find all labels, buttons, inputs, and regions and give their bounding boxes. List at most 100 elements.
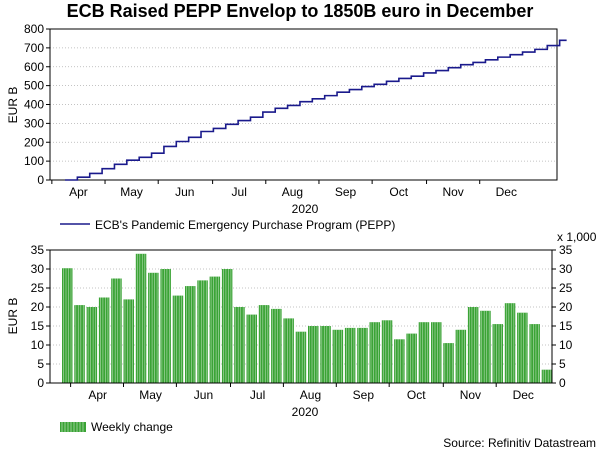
chart-title: ECB Raised PEPP Envelop to 1850B euro in… bbox=[67, 1, 534, 21]
top-ytick-label: 500 bbox=[24, 79, 44, 93]
top-xtick-label: Dec bbox=[496, 185, 517, 199]
weekly-change-bar-fill bbox=[431, 322, 442, 383]
weekly-change-bar-fill bbox=[62, 268, 73, 383]
bottom-legend-bar-swatch bbox=[60, 422, 86, 432]
weekly-change-bar bbox=[172, 295, 184, 383]
weekly-change-bar-fill bbox=[258, 305, 270, 383]
bottom-ytick-label-left: 10 bbox=[31, 338, 45, 352]
bottom-xtick-label: Nov bbox=[460, 388, 481, 402]
top-line-chart: 0 100 200 300 400 500 600 700 800 Apr May Jun Jul Aug… bbox=[24, 22, 567, 199]
weekly-change-bar bbox=[148, 272, 159, 383]
bottom-right-axis-label: x 1,000 bbox=[557, 230, 597, 244]
top-xtick-label: Apr bbox=[69, 185, 88, 199]
bottom-ytick-label-right: 20 bbox=[559, 300, 573, 314]
weekly-change-bar bbox=[431, 322, 442, 383]
weekly-change-bar-fill bbox=[160, 269, 171, 383]
weekly-change-bar-fill bbox=[418, 322, 430, 383]
weekly-change-bar bbox=[504, 303, 516, 383]
bottom-ytick-label-left: 35 bbox=[31, 243, 45, 257]
weekly-change-bar bbox=[197, 280, 208, 383]
bottom-ytick-label-left: 25 bbox=[31, 281, 45, 295]
weekly-change-bar bbox=[443, 343, 454, 383]
weekly-change-bar-fill bbox=[111, 278, 122, 383]
weekly-change-bar-fill bbox=[308, 326, 319, 383]
weekly-change-bar-fill bbox=[480, 310, 491, 383]
top-xtick-label: Oct bbox=[389, 185, 408, 199]
weekly-change-bar bbox=[418, 322, 430, 383]
bottom-ytick-label-left: 30 bbox=[31, 262, 45, 276]
bottom-ytick-label-right: 0 bbox=[559, 376, 566, 390]
weekly-change-bar bbox=[221, 269, 233, 383]
bottom-ylabel: EUR B bbox=[6, 298, 20, 335]
bottom-xtick-label: Aug bbox=[300, 388, 321, 402]
weekly-change-bar-fill bbox=[185, 286, 196, 383]
bottom-plot-frame bbox=[49, 249, 553, 384]
weekly-change-bar bbox=[344, 327, 356, 383]
weekly-change-bar bbox=[160, 269, 171, 383]
bottom-ytick-label-left: 20 bbox=[31, 300, 45, 314]
weekly-change-bar bbox=[480, 310, 491, 383]
bottom-ytick-label-right: 15 bbox=[559, 319, 573, 333]
bottom-xtick-label: Apr bbox=[88, 388, 107, 402]
weekly-change-bar-fill bbox=[443, 343, 454, 383]
bottom-xtick-label: May bbox=[139, 388, 162, 402]
weekly-change-bar bbox=[492, 324, 503, 383]
bottom-ytick-label-right: 5 bbox=[559, 357, 566, 371]
weekly-change-bar bbox=[394, 339, 405, 383]
weekly-change-bar-fill bbox=[172, 295, 184, 383]
weekly-change-bar-fill bbox=[135, 253, 147, 383]
weekly-change-bar bbox=[308, 326, 319, 383]
top-ylabel: EUR B bbox=[6, 87, 20, 124]
top-ytick-label: 0 bbox=[37, 173, 44, 187]
weekly-change-bar bbox=[209, 276, 221, 383]
weekly-change-bar-fill bbox=[406, 333, 417, 383]
top-plot-frame bbox=[49, 28, 558, 181]
top-ytick-label: 800 bbox=[24, 22, 44, 36]
weekly-change-bar-fill bbox=[197, 280, 208, 383]
weekly-change-bar-fill bbox=[541, 369, 553, 383]
weekly-change-bar bbox=[529, 324, 540, 383]
weekly-change-bar bbox=[111, 278, 122, 383]
top-ytick-label: 600 bbox=[24, 60, 44, 74]
bottom-ytick-label-left: 15 bbox=[31, 319, 45, 333]
weekly-change-bar bbox=[295, 331, 307, 383]
bottom-legend-label: Weekly change bbox=[91, 420, 173, 434]
weekly-change-bar-fill bbox=[98, 297, 110, 383]
weekly-change-bar-fill bbox=[246, 314, 257, 383]
weekly-change-bar-fill bbox=[209, 276, 221, 383]
bottom-ytick-label-right: 10 bbox=[559, 338, 573, 352]
weekly-change-bar-fill bbox=[234, 307, 245, 383]
bottom-xlabel: 2020 bbox=[292, 405, 319, 419]
weekly-change-bar-fill bbox=[394, 339, 405, 383]
weekly-change-bar-fill bbox=[455, 329, 467, 383]
weekly-change-bar bbox=[98, 297, 110, 383]
weekly-change-bar bbox=[283, 318, 294, 383]
weekly-change-bar-fill bbox=[148, 272, 159, 383]
weekly-change-bar bbox=[271, 308, 282, 383]
weekly-change-bar bbox=[123, 299, 134, 383]
top-ytick-label: 100 bbox=[24, 154, 44, 168]
weekly-change-bar bbox=[185, 286, 196, 383]
weekly-change-bar-fill bbox=[492, 324, 503, 383]
bottom-xtick-label: Dec bbox=[513, 388, 534, 402]
weekly-change-bar bbox=[369, 322, 380, 383]
legend-swatch-fill bbox=[60, 422, 86, 432]
weekly-change-bar-fill bbox=[517, 312, 528, 383]
bottom-ytick-label-right: 25 bbox=[559, 281, 573, 295]
top-ytick-label: 300 bbox=[24, 116, 44, 130]
weekly-change-bar-fill bbox=[529, 324, 540, 383]
weekly-change-bar-fill bbox=[369, 322, 380, 383]
weekly-change-bar-fill bbox=[467, 307, 479, 383]
weekly-change-bar bbox=[381, 320, 393, 383]
top-ytick-label: 400 bbox=[24, 98, 44, 112]
top-xtick-label: Nov bbox=[442, 185, 463, 199]
weekly-change-bar-fill bbox=[271, 308, 282, 383]
weekly-change-bar bbox=[357, 327, 368, 383]
bottom-bar-chart: 0 0 5 5 10 10 15 15 20 20 25 25 30 30 35 35 Apr May Jun Jul… bbox=[31, 243, 573, 402]
top-xtick-label: Jun bbox=[175, 185, 194, 199]
top-xtick-label: Jul bbox=[232, 185, 247, 199]
pepp-series-line bbox=[65, 39, 567, 181]
weekly-change-bar-fill bbox=[283, 318, 294, 383]
weekly-change-bar-fill bbox=[357, 327, 368, 383]
